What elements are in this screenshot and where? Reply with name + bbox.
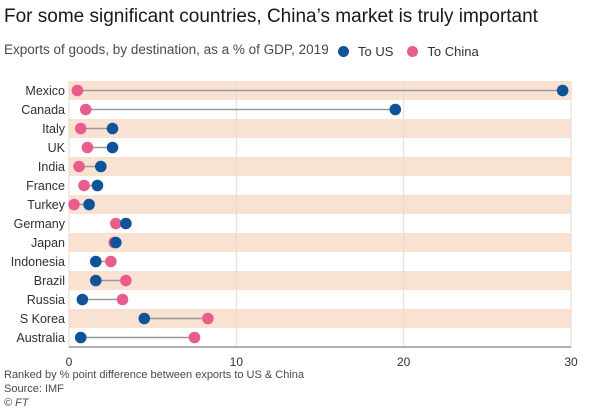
category-label: Mexico <box>25 84 65 98</box>
china-point <box>73 160 85 173</box>
china-point <box>105 255 117 268</box>
source-note: Source: IMF <box>4 383 64 395</box>
category-label: S Korea <box>20 312 65 326</box>
china-point <box>68 198 80 211</box>
row-band <box>69 309 571 328</box>
row-band <box>69 271 571 290</box>
us-point <box>83 198 95 211</box>
china-point <box>120 274 132 287</box>
us-point <box>76 293 89 306</box>
chart-title: For some significant countries, China’s … <box>4 6 538 27</box>
category-label: UK <box>48 141 66 155</box>
row-band <box>69 157 571 176</box>
category-label: Turkey <box>27 198 65 212</box>
category-label: Germany <box>14 217 66 231</box>
us-point <box>89 274 102 287</box>
category-label: Japan <box>31 236 65 250</box>
legend-dot-us <box>338 46 349 57</box>
us-point <box>120 217 132 230</box>
china-point <box>110 217 122 230</box>
row-band <box>69 119 571 138</box>
china-point <box>81 141 94 154</box>
us-point <box>94 160 107 173</box>
china-point <box>116 293 129 306</box>
category-label: Canada <box>21 103 65 117</box>
category-label: Australia <box>16 331 65 345</box>
legend-item-china: To China <box>407 44 479 59</box>
us-point <box>138 312 151 325</box>
category-label: Italy <box>42 122 66 136</box>
legend-label-china: To China <box>427 44 479 59</box>
category-label: India <box>38 160 65 174</box>
category-label: Brazil <box>34 274 65 288</box>
row-band <box>69 233 571 252</box>
category-label: France <box>26 179 65 193</box>
legend-item-us: To US <box>338 44 393 59</box>
row-band <box>69 195 571 214</box>
china-point <box>188 331 201 344</box>
category-label: Russia <box>27 293 65 307</box>
legend-dot-china <box>407 46 419 57</box>
china-point <box>78 179 90 192</box>
us-point <box>106 122 119 135</box>
credit-note: © FT <box>4 397 29 409</box>
us-point <box>89 255 102 268</box>
x-tick-label: 0 <box>66 355 73 368</box>
dumbbell-chart: 0 10 20 30 Mexico Canada Italy UK India France Tur… <box>11 81 578 368</box>
legend-label-us: To US <box>358 44 394 59</box>
us-point <box>110 236 122 249</box>
category-label: Indonesia <box>11 255 65 269</box>
us-point <box>556 84 569 97</box>
us-point <box>389 103 402 116</box>
legend: To US To China <box>338 44 493 59</box>
china-point <box>71 84 84 97</box>
ranking-note: Ranked by % point difference between exp… <box>4 369 305 381</box>
us-point <box>106 141 119 154</box>
china-point <box>79 103 92 116</box>
chart-subtitle: Exports of goods, by destination, as a %… <box>4 42 329 57</box>
x-tick-label: 10 <box>230 355 244 368</box>
china-point <box>202 312 214 325</box>
x-tick-label: 30 <box>564 355 578 368</box>
x-tick-label: 20 <box>397 355 411 368</box>
china-point <box>74 122 87 135</box>
us-point <box>74 331 87 344</box>
us-point <box>91 179 104 192</box>
